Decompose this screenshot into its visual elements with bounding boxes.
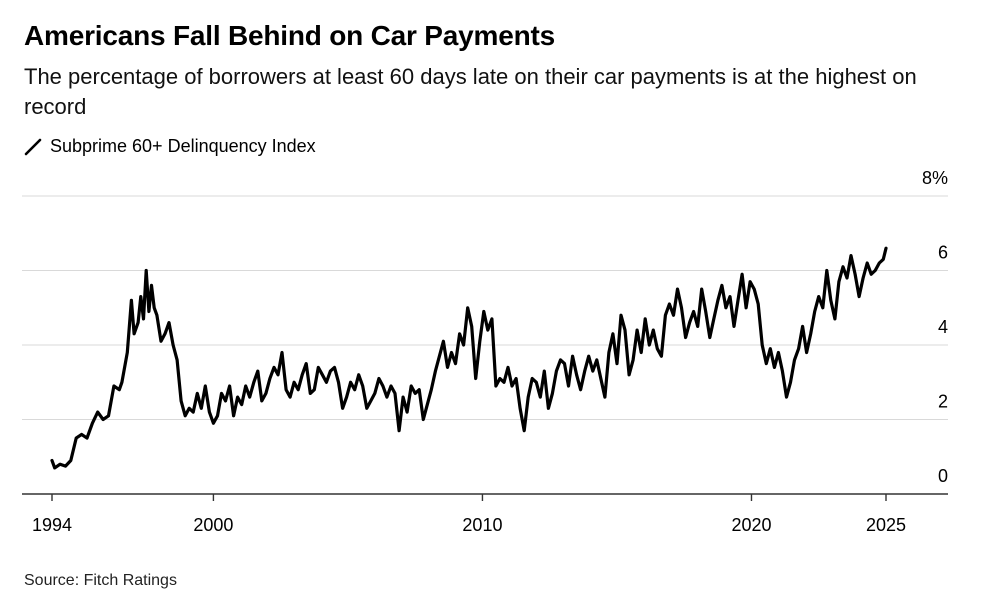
chart-title: Americans Fall Behind on Car Payments xyxy=(24,20,555,51)
y-tick-label-3: 6 xyxy=(938,243,948,263)
y-tick-label-2: 4 xyxy=(938,317,948,337)
tick-labels: 0 2 4 6 8% 1994 2000 2010 2020 2025 xyxy=(32,168,948,535)
gridlines xyxy=(22,195,948,420)
series-layer xyxy=(50,246,888,470)
x-tick-label-0: 1994 xyxy=(32,515,72,535)
x-tick-label-2: 2010 xyxy=(462,515,502,535)
series-line-0 xyxy=(50,246,888,470)
x-tick-label-1: 2000 xyxy=(193,515,233,535)
line-swatch-icon xyxy=(24,138,42,155)
legend: Subprime 60+ Delinquency Index xyxy=(24,136,316,157)
y-tick-label-0: 0 xyxy=(938,466,948,486)
y-tick-label-4: 8% xyxy=(922,168,948,188)
axes xyxy=(22,493,948,501)
x-tick-label-3: 2020 xyxy=(731,515,771,535)
y-tick-label-1: 2 xyxy=(938,392,948,412)
legend-label: Subprime 60+ Delinquency Index xyxy=(50,136,316,156)
source-note: Source: Fitch Ratings xyxy=(24,572,177,589)
chart-subtitle: The percentage of borrowers at least 60 … xyxy=(24,64,917,119)
x-tick-label-4: 2025 xyxy=(866,515,906,535)
